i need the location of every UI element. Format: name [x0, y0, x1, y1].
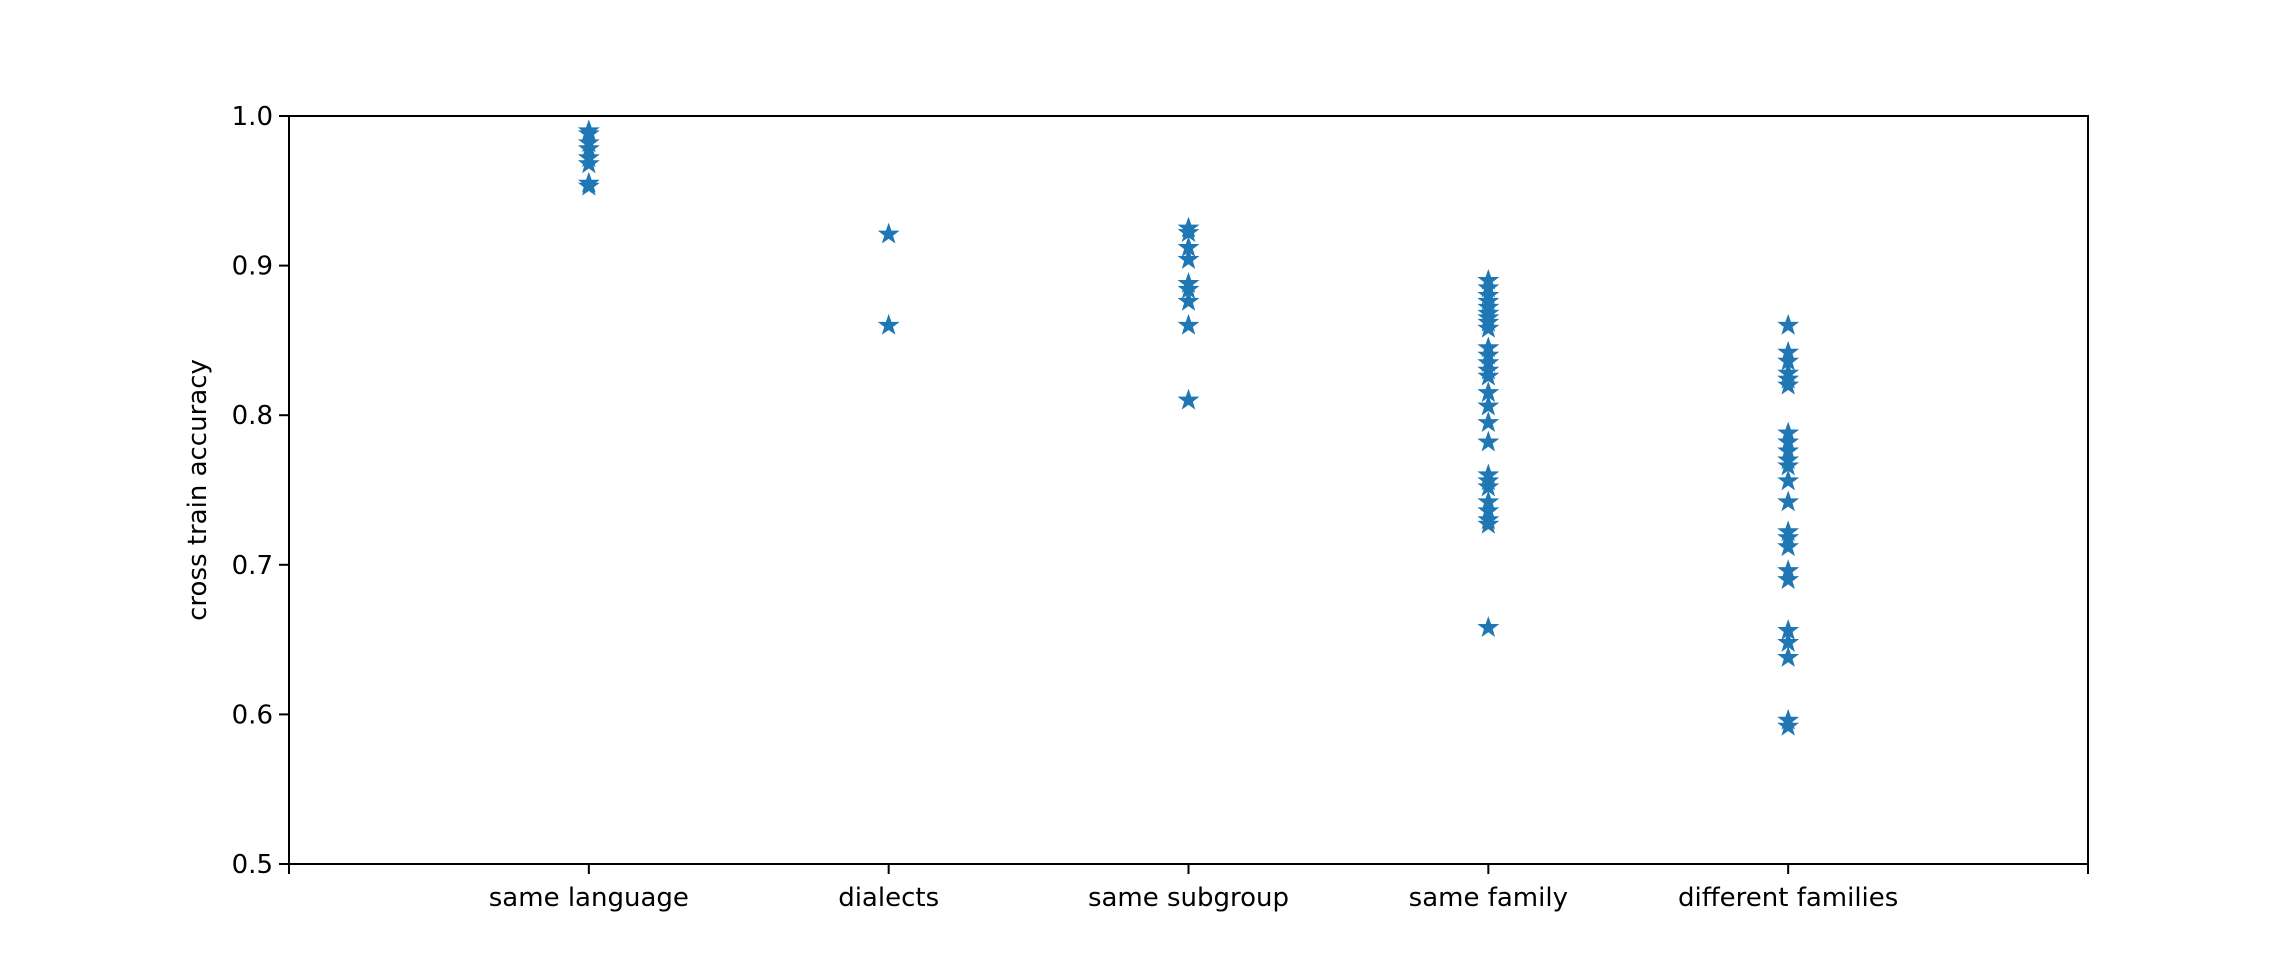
data-point	[1177, 248, 1200, 269]
x-tick-label: same subgroup	[1088, 883, 1289, 913]
data-point	[1177, 313, 1200, 335]
y-tick-label: 0.9	[232, 252, 273, 282]
data-point	[1477, 394, 1500, 416]
data-point	[577, 152, 600, 174]
data-point	[1477, 316, 1500, 338]
x-tick-label: same family	[1409, 883, 1568, 913]
y-tick-label: 0.8	[232, 401, 273, 431]
data-point	[1177, 388, 1200, 410]
x-axis: same language dialects same subgroup same f…	[288, 864, 2089, 913]
data-point	[877, 313, 900, 335]
y-axis: 0.5 0.6 0.7 0.8 0.9 1.0	[232, 102, 289, 880]
x-tick-label: different families	[1678, 883, 1898, 913]
x-tick-label: same language	[489, 883, 689, 913]
data-points	[577, 119, 1800, 736]
data-point	[1777, 714, 1800, 736]
data-point	[1477, 512, 1500, 534]
x-tick-label: dialects	[838, 883, 939, 913]
y-tick-label: 0.7	[232, 551, 273, 581]
y-tick-label: 0.6	[232, 700, 273, 730]
data-point	[577, 174, 600, 196]
data-point	[1777, 535, 1800, 557]
data-point	[1777, 646, 1800, 667]
y-tick-label: 0.5	[232, 850, 273, 880]
data-point	[1777, 568, 1800, 590]
data-point	[877, 222, 900, 244]
data-point	[1777, 313, 1800, 335]
data-point	[1177, 289, 1200, 311]
y-tick-label: 1.0	[232, 102, 273, 132]
y-axis-label: cross train accuracy	[183, 359, 213, 621]
data-point	[1477, 364, 1500, 386]
data-point	[1777, 373, 1800, 395]
data-point	[1777, 469, 1800, 491]
data-point	[1477, 616, 1500, 637]
data-point	[1477, 430, 1500, 452]
data-point	[1777, 490, 1800, 512]
data-point	[1477, 411, 1500, 433]
